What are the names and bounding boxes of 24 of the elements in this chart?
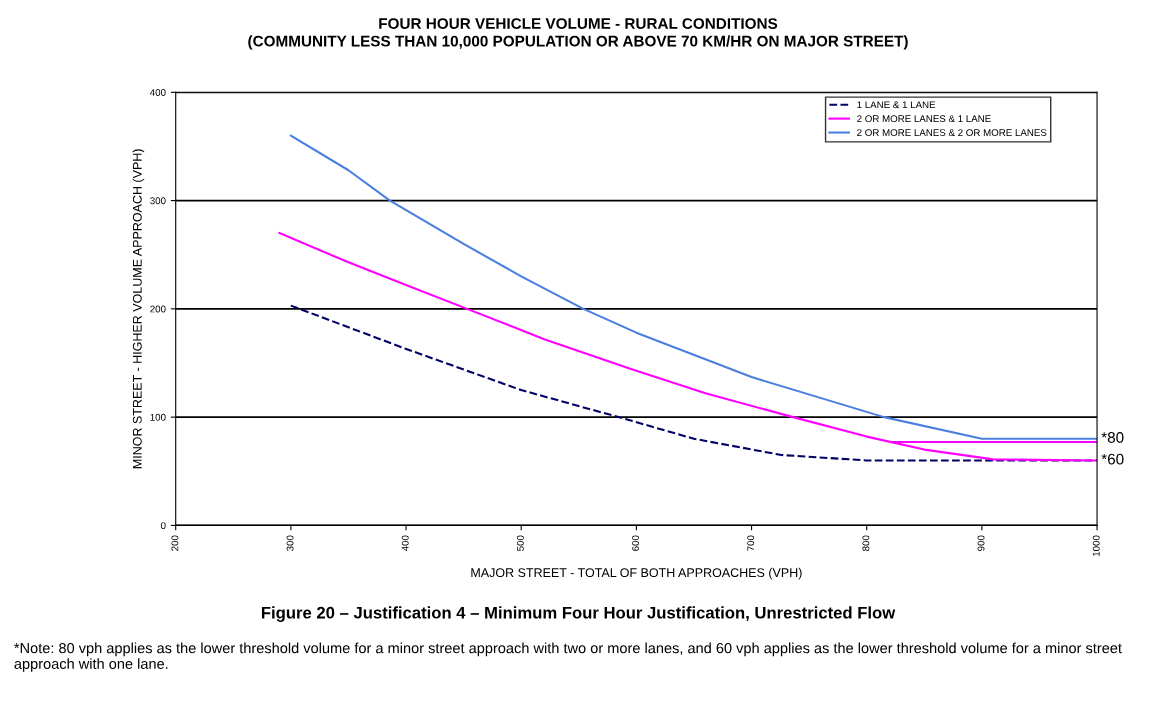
legend-label: 2 OR MORE LANES & 2 OR MORE LANES bbox=[857, 129, 1047, 137]
text: *Note: 80 vph applies as the lower threshold volume for a minor street approach with two or more lanes, and 60 vph applies as the lower threshold volume for a minor street approach with one lane. bbox=[14, 642, 1122, 672]
x-tick-label: 500 bbox=[516, 535, 524, 551]
x-tick-label: 800 bbox=[862, 535, 870, 551]
x-tick-label: 700 bbox=[747, 535, 755, 551]
x-tick-label: 200 bbox=[171, 535, 179, 551]
annotation: *80 bbox=[1101, 432, 1124, 443]
y-axis-title: MINOR STREET - HIGHER VOLUME APPROACH (VPH) bbox=[132, 149, 145, 469]
x-tick-label: 400 bbox=[401, 535, 409, 552]
chart-title: FOUR HOUR VEHICLE VOLUME - RURAL CONDITIONS (COMMUNITY LESS THAN 10,000 POPULATION OR ABOVE 70 KM/HR ON MAJOR STREET) bbox=[248, 18, 908, 50]
x-tick-label: 300 bbox=[286, 535, 294, 551]
y-tick-label: 100 bbox=[150, 413, 166, 421]
y-tick-label: 0 bbox=[160, 522, 166, 530]
x-tick-label: 600 bbox=[632, 535, 639, 551]
x-axis-title: MAJOR STREET - TOTAL OF BOTH APPROACHES (VPH) bbox=[471, 567, 802, 580]
caption: Figure 20 – Justification 4 – Minimum Four Hour Justification, Unrestricted Flow bbox=[261, 606, 896, 622]
legend-label: 1 LANE & 1 LANE bbox=[857, 101, 936, 109]
y-tick-label: 400 bbox=[149, 89, 166, 96]
legend-label: 2 OR MORE LANES & 1 LANE bbox=[857, 115, 991, 123]
annotation: *60 bbox=[1101, 453, 1124, 465]
y-tick-label: 200 bbox=[150, 305, 166, 313]
x-tick-label: 1000 bbox=[1092, 535, 1100, 557]
x-tick-label: 900 bbox=[977, 535, 985, 551]
y-tick-label: 300 bbox=[150, 197, 166, 205]
